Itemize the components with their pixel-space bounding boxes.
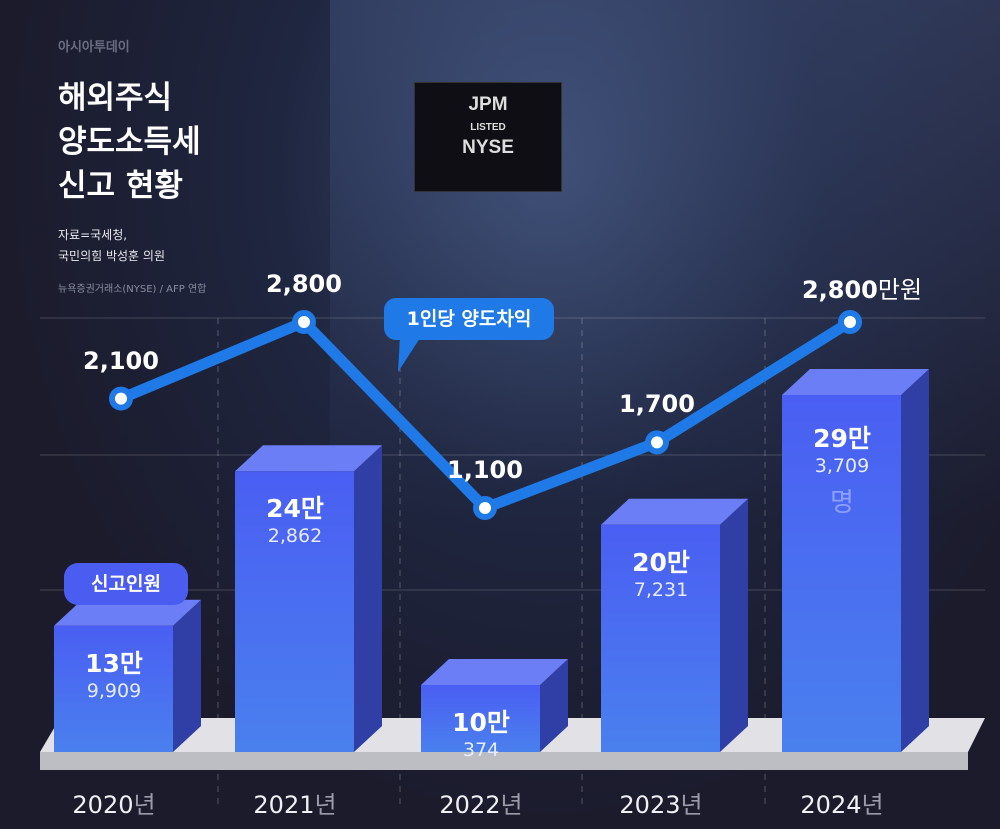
year-unit: 년 bbox=[861, 791, 884, 819]
page-title: 해외주식 양도소득세 신고 현황 bbox=[58, 80, 201, 204]
line-unit: 만원 bbox=[877, 276, 923, 305]
line-value-label: 1,100 bbox=[415, 456, 555, 484]
line-value: 2,800 bbox=[801, 276, 878, 305]
line-value-label: 2,800 bbox=[234, 270, 374, 298]
line-point-center bbox=[479, 502, 491, 514]
callout-pointer bbox=[398, 338, 420, 372]
bar-label: 29만 3,709 bbox=[782, 419, 902, 477]
bar-label: 24만 2,862 bbox=[235, 489, 355, 547]
year-label: 2023년 bbox=[581, 785, 741, 820]
year-value: 2022 bbox=[439, 791, 501, 819]
bar bbox=[421, 685, 540, 752]
year-label: 2022년 bbox=[401, 785, 561, 820]
bar-side bbox=[720, 498, 748, 752]
bar-top bbox=[235, 445, 382, 472]
year-value: 2020 bbox=[72, 791, 134, 819]
year-label: 2020년 bbox=[34, 785, 194, 820]
bar bbox=[601, 524, 720, 752]
bar bbox=[782, 394, 901, 752]
line-value: 2,100 bbox=[83, 346, 159, 375]
line-value: 1,700 bbox=[619, 390, 695, 419]
bar-value-small: 3,709 bbox=[814, 454, 870, 477]
line-value: 2,800 bbox=[266, 270, 342, 299]
bar-label: 13만 9,909 bbox=[54, 644, 174, 702]
jpm-nyse-sign: JPM LISTED NYSE bbox=[414, 82, 562, 192]
bar-value-small: 9,909 bbox=[86, 679, 142, 702]
bar-value-big: 13만 bbox=[85, 648, 143, 678]
photo-credit: 뉴욕증권거래소(NYSE) / AFP 연합 bbox=[58, 284, 207, 295]
line-point-center bbox=[298, 316, 310, 329]
bar-label: 10만 374 bbox=[421, 703, 541, 761]
line-point-center bbox=[115, 392, 127, 405]
bar-side bbox=[901, 368, 929, 752]
bar-side bbox=[173, 599, 201, 752]
bar bbox=[235, 471, 354, 752]
bar bbox=[54, 625, 173, 752]
bar-value-big: 10만 bbox=[452, 708, 510, 737]
bar-value-small: 374 bbox=[462, 739, 500, 761]
line-point-center bbox=[844, 316, 856, 329]
line-value-label: 2,800만원 bbox=[792, 270, 932, 305]
bar-label: 20만 7,231 bbox=[601, 543, 721, 601]
line-value: 1,100 bbox=[447, 456, 523, 484]
year-unit: 년 bbox=[500, 791, 523, 819]
source-note: 자료=국세청, 국민의힘 박성훈 의원 bbox=[58, 228, 165, 263]
bar-top bbox=[421, 659, 568, 685]
line-value-label: 1,700 bbox=[587, 390, 727, 418]
bar-top bbox=[782, 368, 929, 395]
year-unit: 년 bbox=[680, 791, 703, 819]
platform-front bbox=[40, 752, 968, 770]
bar-side bbox=[540, 659, 568, 752]
bar-unit: 명 bbox=[830, 488, 854, 518]
bar-top bbox=[601, 498, 748, 525]
bar-value-small: 7,231 bbox=[633, 578, 689, 601]
bar-value-big: 29만 bbox=[813, 423, 871, 453]
year-label: 2021년 bbox=[215, 785, 375, 820]
bar-side bbox=[354, 445, 382, 752]
year-value: 2021 bbox=[253, 791, 315, 819]
year-value: 2023 bbox=[619, 791, 681, 819]
year-unit: 년 bbox=[133, 791, 156, 819]
bar-value-big: 20만 bbox=[632, 547, 690, 577]
bar-top bbox=[54, 599, 201, 626]
line-value-label: 2,100 bbox=[51, 347, 191, 375]
year-unit: 년 bbox=[314, 791, 337, 819]
year-value: 2024 bbox=[800, 791, 862, 819]
logo: 아시아투데이 bbox=[58, 40, 130, 55]
line-point-center bbox=[651, 436, 663, 449]
line-series-callout: 1인당 양도차익 bbox=[384, 298, 554, 340]
year-label: 2024년 bbox=[762, 785, 922, 820]
bar-series-badge: 신고인원 bbox=[64, 563, 188, 605]
bar-value-big: 24만 bbox=[266, 494, 324, 524]
bar-value-small: 2,862 bbox=[267, 525, 323, 548]
